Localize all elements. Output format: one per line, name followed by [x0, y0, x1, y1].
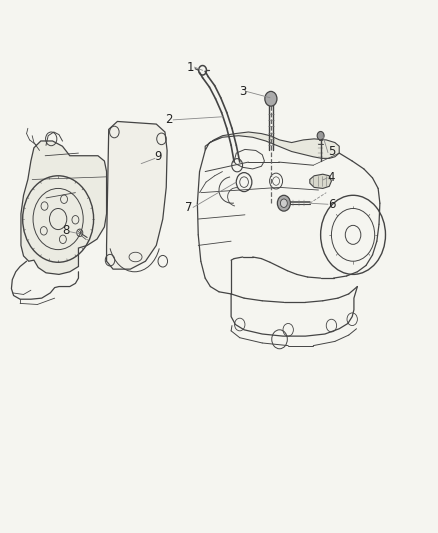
- Text: 8: 8: [62, 224, 69, 237]
- Text: 5: 5: [328, 145, 335, 158]
- Circle shape: [280, 199, 287, 207]
- Circle shape: [265, 91, 277, 106]
- FancyBboxPatch shape: [123, 164, 150, 195]
- Text: 1: 1: [187, 61, 194, 74]
- Text: 4: 4: [328, 172, 335, 184]
- Polygon shape: [310, 174, 332, 189]
- Text: 6: 6: [328, 198, 335, 211]
- Circle shape: [317, 132, 324, 140]
- Polygon shape: [21, 141, 106, 274]
- Text: 2: 2: [166, 114, 173, 126]
- Text: 9: 9: [155, 150, 162, 163]
- Circle shape: [277, 195, 290, 211]
- Text: 7: 7: [185, 201, 192, 214]
- Polygon shape: [205, 132, 339, 158]
- Text: 3: 3: [239, 85, 247, 98]
- Polygon shape: [106, 122, 167, 269]
